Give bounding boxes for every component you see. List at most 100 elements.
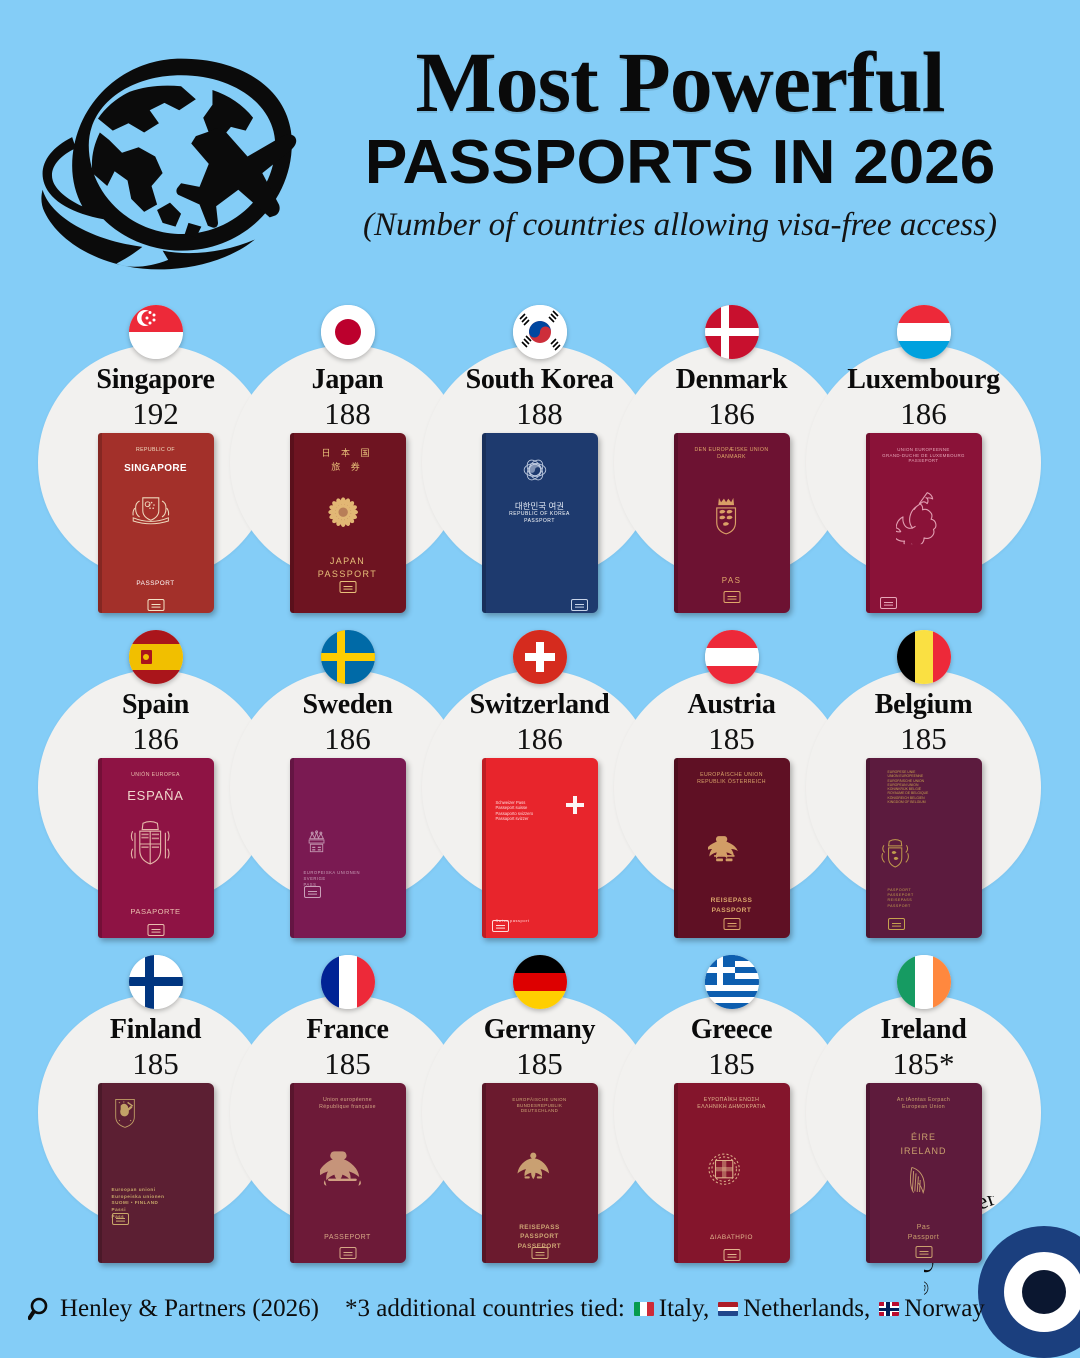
flag-finland-icon xyxy=(128,955,183,1009)
passport-bottom-text: ΔΙΑΒΑΤΗΡΙΟ xyxy=(710,1234,753,1241)
passport-top-text: ΕΥΡΩΠΑΪΚΗ ΕΝΩΣΗ ΕΛΛΗΝΙΚΗ ΔΗΜΟΚΡΑΤΙΑ xyxy=(697,1097,766,1110)
passport-country-name: ESPAÑA xyxy=(127,788,184,803)
passport-booklet: UNION EUROPEENNE GRAND-DUCHE DE LUXEMBOUR… xyxy=(865,433,982,613)
country-name: Luxembourg xyxy=(847,364,1000,395)
flag-south-korea-icon xyxy=(512,305,567,359)
biometric-chip-icon xyxy=(723,1249,740,1261)
finland-lion-icon xyxy=(112,1097,154,1154)
passport-bottom-text: EUROPEISKA UNIONEN SVERIGE PASS xyxy=(303,870,360,888)
country-name: Greece xyxy=(690,1014,773,1045)
passport-top-text: EUROPÄISCHE UNION REPUBLIK ÖSTERREICH xyxy=(697,772,766,785)
visa-free-count: 188 xyxy=(516,396,563,431)
flag-austria-icon xyxy=(704,630,759,684)
passport-card[interactable]: Belgium 185 EUROPESE UNIE UNION EUROPEENNE E… xyxy=(806,625,1041,945)
passport-bottom-text: Euroopan unioni Europeiska unionen SUOMI •… xyxy=(111,1187,165,1219)
passport-bottom-text: PASPOORT PASSEPORT REISEPASS PASSPORT xyxy=(887,888,914,908)
source-credit: Henley & Partners (2026) xyxy=(27,1295,319,1323)
flag-greece-icon xyxy=(704,955,759,1009)
passport-top-text: EUROPESE UNIE UNION EUROPEENNE EUROPÄISCHE… xyxy=(887,770,929,804)
passport-country-name: SINGAPORE xyxy=(124,463,187,474)
passport-card[interactable]: Luxembourg 186 UNION EUROPEENNE GRAND-DUCHE… xyxy=(806,300,1041,620)
header: Most Powerful PASSPORTS IN 2026 (Number … xyxy=(0,0,1080,295)
country-name: Singapore xyxy=(96,364,215,395)
passport-card[interactable]: Germany 185 EUROPÄISCHE UNION BUNDESREPUBLI… xyxy=(422,950,657,1270)
passport-top-text: Union européenne République française xyxy=(319,1097,376,1110)
sweden-crown-icon xyxy=(306,830,340,877)
magnifier-icon xyxy=(27,1296,54,1322)
biometric-chip-icon xyxy=(570,599,588,611)
passport-card[interactable]: Finland 185 Euroopan unioni Europeiska unio… xyxy=(38,950,273,1270)
passport-country-name: ÉIRE IRELAND xyxy=(900,1132,947,1156)
passport-country-name: 대한민국 여권 xyxy=(514,501,565,511)
biometric-chip-icon xyxy=(339,581,356,593)
country-name: Finland xyxy=(109,1014,202,1045)
country-name: Germany xyxy=(483,1014,596,1045)
passport-card[interactable]: South Korea 188 대한민국 여권 REPUBLIC OF KOREA PA… xyxy=(422,300,657,620)
country-name: Belgium xyxy=(874,689,973,720)
biometric-chip-icon xyxy=(339,1247,356,1259)
passport-card[interactable]: Switzerland 186 Schweizer Pass Passeport su… xyxy=(422,625,657,945)
passport-booklet: EUROPÄISCHE UNION BUNDESREPUBLIK DEUTSCHLA… xyxy=(481,1083,598,1263)
passport-booklet: Euroopan unioni Europeiska unionen SUOMI •… xyxy=(97,1083,214,1263)
biometric-chip-icon xyxy=(111,1213,129,1225)
passport-top-text: UNIÓN EUROPEA xyxy=(131,772,180,778)
tied-country-norway: Norway xyxy=(904,1295,985,1322)
visa-free-count: 185 xyxy=(132,1046,179,1081)
passport-bottom-text: PAS xyxy=(721,576,742,585)
passport-top-text: DEN EUROPÆISKE UNION DANMARK xyxy=(694,447,769,460)
japan-chrysanthemum-icon xyxy=(326,495,370,544)
passport-booklet: 대한민국 여권 REPUBLIC OF KOREA PASSPORT xyxy=(481,433,598,613)
flag-denmark-icon xyxy=(704,305,759,359)
biometric-chip-icon xyxy=(491,920,509,932)
footer: Henley & Partners (2026) *3 additional c… xyxy=(0,1286,1080,1332)
biometric-chip-icon xyxy=(879,597,897,609)
country-name: Ireland xyxy=(880,1014,967,1045)
greece-coat-of-arms-icon xyxy=(704,1149,760,1210)
passport-row: Singapore 192 REPUBLIC OF SINGAPORE PASSPORT… xyxy=(0,300,1080,625)
passport-card[interactable]: Sweden 186 EUROPEISKA UNIONEN SVERIGE PASS xyxy=(230,625,465,945)
country-name: Denmark xyxy=(675,364,788,395)
passport-card[interactable]: Ireland 185* An tAontas Eorpach European Un… xyxy=(806,950,1041,1270)
flag-spain-icon xyxy=(128,630,183,684)
passport-bottom-text: JAPAN PASSPORT xyxy=(317,556,378,580)
passport-booklet: EUROPESE UNIE UNION EUROPEENNE EUROPÄISCHE… xyxy=(865,758,982,938)
germany-eagle-icon xyxy=(516,1149,564,1202)
passport-row: Finland 185 Euroopan unioni Europeiska unio… xyxy=(0,950,1080,1275)
page-subtitle-main: PASSPORTS IN 2026 xyxy=(364,128,996,198)
biometric-chip-icon xyxy=(303,886,321,898)
flag-belgium-icon xyxy=(896,630,951,684)
globe-airplane-icon xyxy=(40,42,300,282)
flag-switzerland-icon xyxy=(512,630,567,684)
visa-free-count: 185 xyxy=(708,1046,755,1081)
passport-top-text: REPUBLIC OF xyxy=(136,447,175,453)
flag-sweden-icon xyxy=(320,630,375,684)
passport-bottom-text: REPUBLIC OF KOREA PASSPORT xyxy=(509,511,570,525)
title-block: Most Powerful PASSPORTS IN 2026 (Number … xyxy=(310,39,1050,244)
page-caption: (Number of countries allowing visa-free … xyxy=(363,207,997,244)
passport-booklet: Schweizer Pass Passeport suisse Passaporto… xyxy=(481,758,598,938)
visa-free-count: 186 xyxy=(324,721,371,756)
denmark-coat-of-arms-icon xyxy=(711,495,753,556)
ireland-harp-icon xyxy=(907,1165,941,1218)
swiss-cross-icon xyxy=(565,796,584,819)
country-name: France xyxy=(306,1014,389,1045)
source-text: Henley & Partners (2026) xyxy=(60,1295,319,1322)
flag-norway-icon xyxy=(879,1302,900,1316)
passport-bottom-text: Swiss passport xyxy=(495,918,530,923)
belgium-coat-of-arms-icon xyxy=(880,836,926,893)
country-name: Sweden xyxy=(302,689,393,720)
flag-japan-icon xyxy=(320,305,375,359)
passport-bottom-text: PASSPORT xyxy=(136,580,175,587)
flag-germany-icon xyxy=(512,955,567,1009)
country-name: Japan xyxy=(311,364,384,395)
visa-free-count: 192 xyxy=(132,396,179,431)
tied-country-italy: Italy, xyxy=(658,1295,710,1322)
passport-row: Spain 186 UNIÓN EUROPEA ESPAÑA PASAPORTE Swed… xyxy=(0,625,1080,950)
passport-booklet: 日 本 国旅 券 JAPAN PASSPORT xyxy=(289,433,406,613)
passport-top-text: UNION EUROPEENNE GRAND-DUCHE DE LUXEMBOUR… xyxy=(882,447,965,463)
passport-card[interactable]: France 185 Union européenne République fran… xyxy=(230,950,465,1270)
biometric-chip-icon xyxy=(887,918,905,930)
visa-free-count: 185 xyxy=(708,721,755,756)
visa-free-count: 186 xyxy=(132,721,179,756)
visa-free-count: 186 xyxy=(900,396,947,431)
